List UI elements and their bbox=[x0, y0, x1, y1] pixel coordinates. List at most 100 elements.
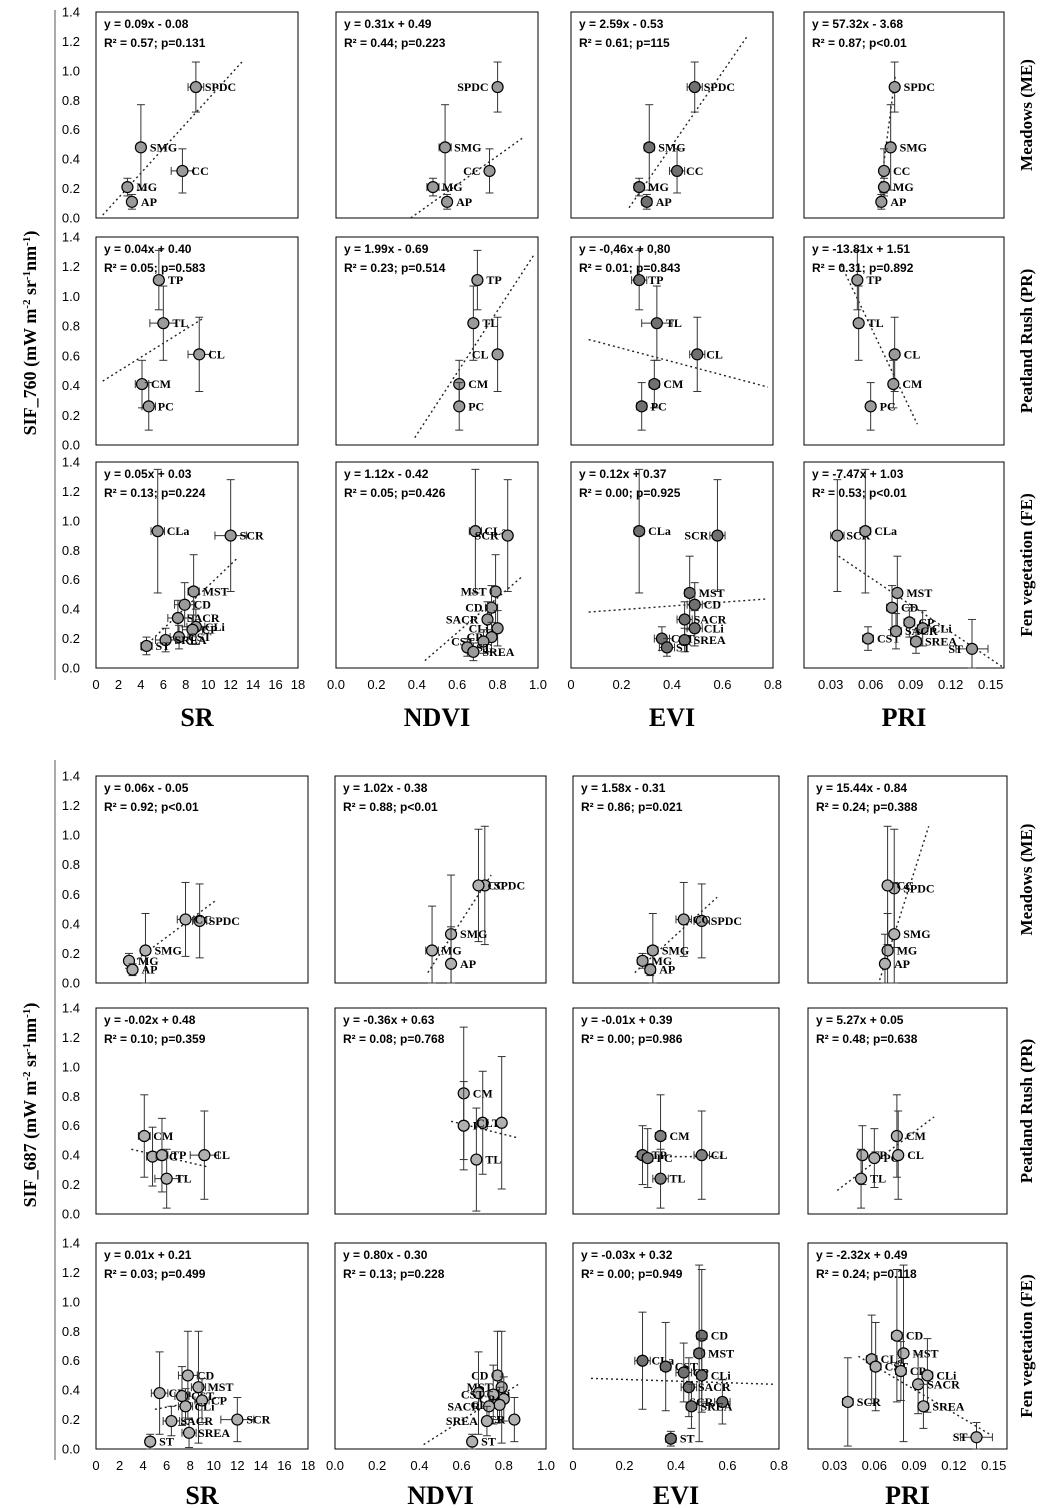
point-label: AP bbox=[142, 963, 158, 977]
data-point bbox=[182, 1426, 196, 1439]
trend-line bbox=[423, 1383, 519, 1446]
data-point bbox=[195, 1394, 209, 1407]
regression-stats: R² = 0.01; p=0.843 bbox=[579, 261, 681, 275]
x-tick-label: 0.6 bbox=[453, 1458, 471, 1473]
point-label: CLi bbox=[936, 1368, 957, 1382]
y-tick-label: 1.2 bbox=[62, 1265, 80, 1280]
data-point bbox=[688, 598, 701, 611]
point-label: CLi bbox=[205, 620, 226, 634]
point-label: PC bbox=[158, 399, 174, 413]
regression-stats: R² = 0.44; p=0.223 bbox=[344, 36, 446, 50]
point-label: ST bbox=[953, 1430, 968, 1444]
trend-line bbox=[591, 1377, 774, 1385]
x-axis-title: NDVI bbox=[404, 703, 470, 732]
x-tick-label: 6 bbox=[163, 1458, 170, 1473]
data-point bbox=[640, 195, 653, 208]
x-tick-label: 1.0 bbox=[537, 1458, 555, 1473]
point-label: CM bbox=[151, 377, 171, 391]
point-label: CD bbox=[704, 598, 722, 612]
data-point bbox=[695, 1149, 708, 1162]
point-label: ST bbox=[156, 639, 171, 653]
row-label: Meadows (ME) bbox=[1017, 824, 1036, 936]
point-label: ST bbox=[159, 1435, 174, 1449]
regression-equation: y = 1.12x - 0.42 bbox=[344, 467, 429, 481]
data-point bbox=[670, 164, 684, 178]
point-label: TP bbox=[866, 273, 881, 287]
point-label: ST bbox=[676, 640, 691, 654]
data-point bbox=[178, 598, 191, 611]
y-tick-label: 0.6 bbox=[62, 122, 80, 137]
data-point bbox=[501, 529, 514, 542]
point-label: SREA bbox=[198, 1426, 230, 1440]
data-point bbox=[179, 1400, 192, 1413]
regression-stats: R² = 0.05; p=0.583 bbox=[104, 261, 206, 275]
y-tick-label: 1.2 bbox=[62, 1030, 80, 1045]
y-tick-label: 0.2 bbox=[62, 181, 80, 196]
x-tick-label: 0.2 bbox=[368, 1458, 386, 1473]
point-label: AP bbox=[656, 195, 672, 209]
point-label: CC bbox=[893, 164, 910, 178]
data-point bbox=[831, 529, 844, 542]
scatter-panel: TP TL CL CM PC y = -13.81x + 1.51 R² = 0.31; p… bbox=[803, 236, 1005, 446]
point-label: TL bbox=[485, 1153, 501, 1167]
regression-equation: y = -0.36x + 0.63 bbox=[343, 1013, 435, 1027]
x-tick-label: 0.4 bbox=[667, 1458, 685, 1473]
regression-equation: y = 0.31x + 0.49 bbox=[344, 17, 432, 31]
data-point bbox=[888, 80, 901, 94]
point-label: CL bbox=[476, 1116, 493, 1130]
x-tick-label: 16 bbox=[268, 677, 282, 692]
data-point bbox=[878, 957, 892, 970]
regression-stats: R² = 0.08; p=0.768 bbox=[343, 1032, 445, 1046]
x-tick-label: 14 bbox=[254, 1458, 268, 1473]
regression-stats: R² = 0.87; p<0.01 bbox=[812, 36, 907, 50]
data-point bbox=[643, 141, 656, 154]
point-label: PC bbox=[657, 1151, 673, 1165]
x-tick-label: 0.2 bbox=[615, 1458, 633, 1473]
data-point bbox=[884, 141, 897, 154]
data-point bbox=[877, 181, 891, 194]
point-label: TP bbox=[648, 273, 663, 287]
point-label: CLi bbox=[195, 1399, 216, 1413]
row-label: Peatland Rush (PR) bbox=[1017, 1039, 1036, 1184]
data-point bbox=[187, 585, 200, 598]
point-label: SPDC bbox=[711, 914, 742, 928]
data-point bbox=[861, 632, 875, 645]
data-point bbox=[648, 377, 661, 391]
data-point bbox=[864, 400, 877, 413]
x-tick-label: 0.15 bbox=[981, 1458, 1006, 1473]
point-label: ST bbox=[948, 642, 963, 656]
point-label: SMG bbox=[150, 140, 177, 154]
data-point bbox=[970, 1431, 983, 1444]
regression-equation: y = 15.44x - 0.84 bbox=[816, 781, 907, 795]
panel-frame bbox=[803, 11, 1005, 219]
point-label: SCR bbox=[240, 529, 264, 543]
y-tick-label: 1.0 bbox=[62, 828, 80, 843]
point-label: SREA bbox=[175, 633, 207, 647]
point-label: SPDC bbox=[457, 80, 488, 94]
data-point bbox=[650, 317, 663, 330]
panel-frame bbox=[334, 1007, 547, 1215]
panel-frame bbox=[570, 236, 774, 446]
data-point bbox=[192, 1381, 205, 1394]
y-tick-label: 0.4 bbox=[62, 1148, 80, 1163]
point-label: TP bbox=[171, 1148, 186, 1162]
y-tick-label: 0.0 bbox=[62, 661, 80, 676]
point-label: CD bbox=[194, 598, 212, 612]
regression-stats: R² = 0.88; p<0.01 bbox=[343, 800, 438, 814]
regression-stats: R² = 0.13; p=0.224 bbox=[104, 486, 206, 500]
row-label: Fen vegetation (FE) bbox=[1017, 493, 1036, 637]
data-point bbox=[457, 1119, 470, 1132]
x-tick-label: 12 bbox=[223, 677, 237, 692]
point-label: TP bbox=[486, 273, 501, 287]
trend-line bbox=[427, 874, 492, 974]
data-point bbox=[890, 1129, 903, 1143]
row-label: Fen vegetation (FE) bbox=[1017, 1274, 1036, 1418]
y-tick-label: 0.2 bbox=[62, 1177, 80, 1192]
x-tick-label: 0.8 bbox=[489, 677, 507, 692]
panel-frame bbox=[95, 236, 299, 446]
data-point bbox=[125, 195, 139, 208]
